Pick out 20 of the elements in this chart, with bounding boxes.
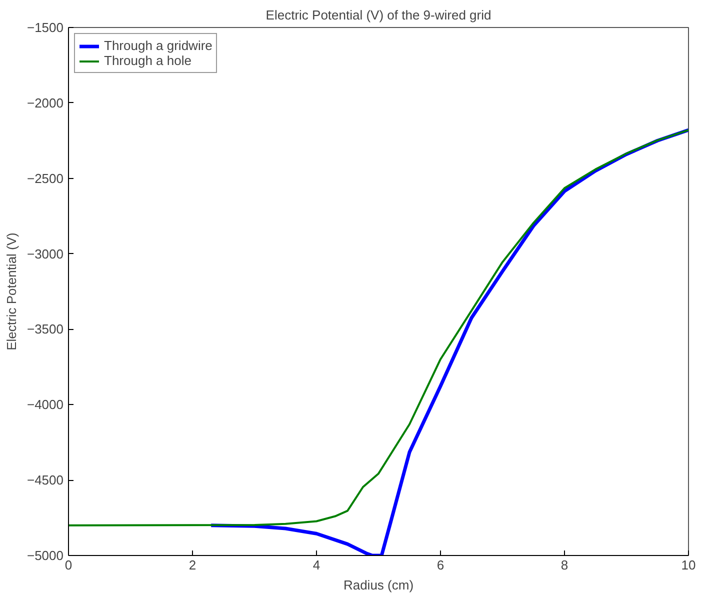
legend-label: Through a hole bbox=[104, 53, 192, 68]
chart-title: Electric Potential (V) of the 9-wired grid bbox=[266, 8, 492, 22]
x-tick-label: 2 bbox=[188, 558, 196, 572]
y-tick-label: −3000 bbox=[26, 246, 64, 262]
y-tick-label: −2000 bbox=[26, 95, 64, 110]
x-tick-label: 6 bbox=[436, 558, 444, 572]
y-tick-label: −4000 bbox=[26, 397, 64, 412]
y-tick-label: −2500 bbox=[26, 170, 64, 186]
y-tick-label: −5000 bbox=[26, 548, 64, 563]
y-axis-title: Electric Potential (V) bbox=[4, 232, 19, 350]
y-tick-label: −1500 bbox=[26, 20, 64, 35]
x-tick-label: 4 bbox=[312, 558, 320, 572]
y-tick-label: −3500 bbox=[26, 322, 64, 337]
x-tick-label: 10 bbox=[681, 558, 696, 572]
x-axis-title: Radius (cm) bbox=[343, 578, 414, 592]
x-tick-label: 8 bbox=[560, 558, 568, 572]
legend-label: Through a gridwire bbox=[104, 38, 212, 53]
line-series bbox=[68, 129, 688, 526]
x-tick-label: 0 bbox=[64, 558, 72, 572]
y-tick-label: −4500 bbox=[26, 472, 64, 488]
